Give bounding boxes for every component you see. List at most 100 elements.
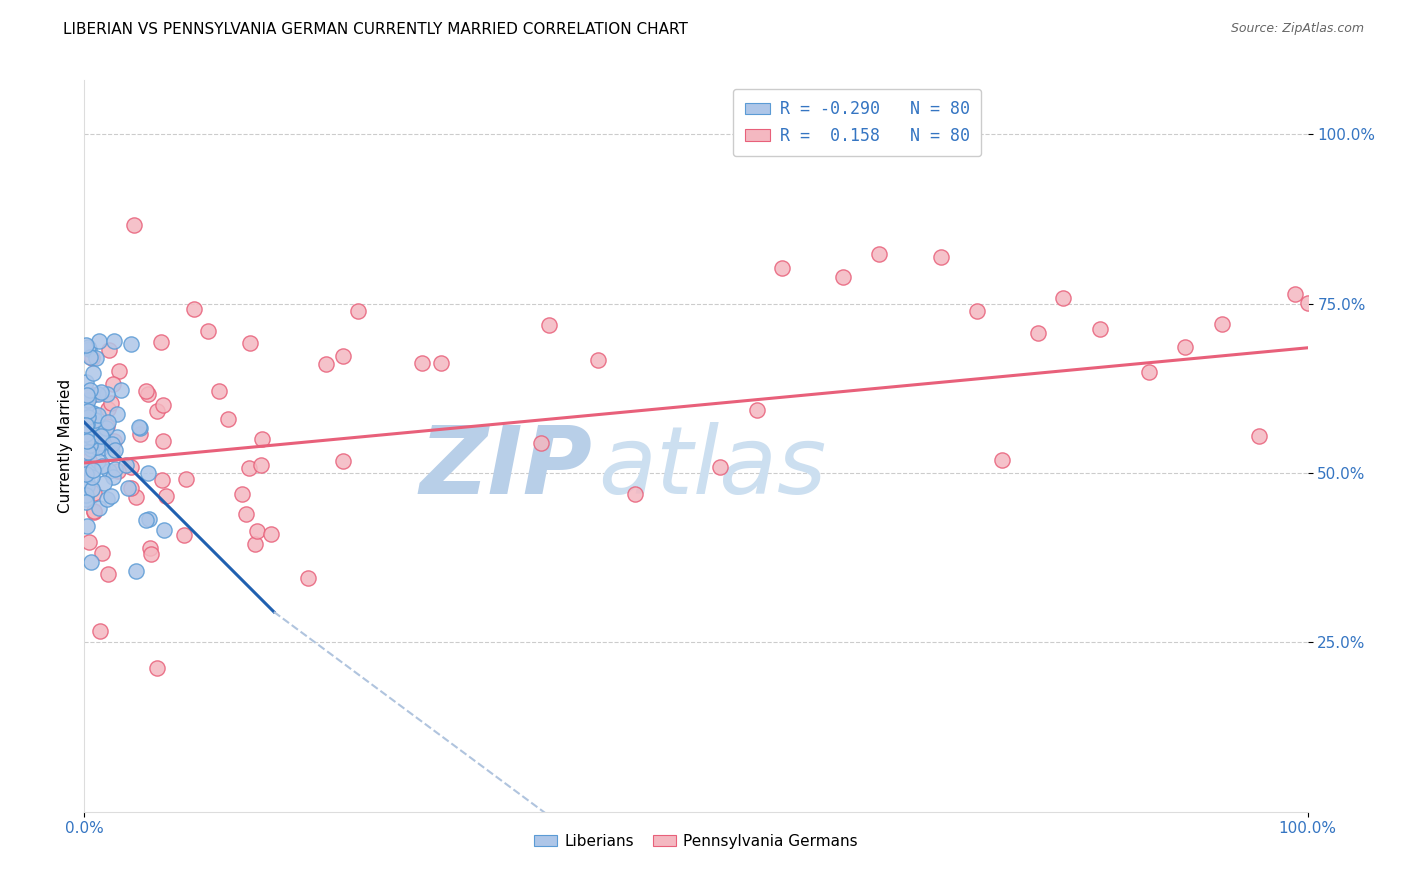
Point [246,524,269,538]
Point [149,335,172,350]
Point [75,398,97,412]
Point [135,513,157,527]
Point [108,364,131,378]
Point [75,426,97,441]
Point [83,485,105,500]
Point [217,411,239,425]
Point [136,387,159,401]
Point [84,351,107,366]
Point [86,454,108,468]
Point [100,446,122,460]
Point [76,388,98,402]
Point [77,339,100,353]
Legend: Liberians, Pennsylvania Germans: Liberians, Pennsylvania Germans [529,828,863,855]
Point [297,571,319,585]
Point [709,460,731,475]
Point [122,218,145,232]
Point [110,383,132,397]
Point [76,519,98,533]
Point [869,247,891,261]
Point [80,433,103,447]
Point [1247,429,1270,443]
Point [101,377,124,392]
Text: Source: ZipAtlas.com: Source: ZipAtlas.com [1230,22,1364,36]
Point [97,343,120,357]
Point [89,624,111,639]
Point [332,350,354,364]
Point [146,661,169,675]
Point [146,403,169,417]
Point [120,336,142,351]
Point [100,489,122,503]
Point [103,434,125,449]
Point [82,351,104,366]
Point [347,304,370,318]
Point [966,303,988,318]
Point [76,475,98,489]
Point [128,420,150,434]
Point [128,421,150,435]
Point [770,260,793,275]
Point [96,418,118,433]
Point [76,417,98,432]
Point [1088,321,1111,335]
Point [315,357,337,371]
Point [93,475,115,490]
Point [96,491,118,506]
Text: LIBERIAN VS PENNSYLVANIA GERMAN CURRENTLY MARRIED CORRELATION CHART: LIBERIAN VS PENNSYLVANIA GERMAN CURRENTL… [63,22,688,37]
Point [96,387,118,401]
Point [79,438,101,452]
Point [77,404,100,418]
Point [152,398,174,412]
Point [1211,318,1233,332]
Point [125,491,148,505]
Point [135,384,157,399]
Point [76,465,98,479]
Point [250,432,273,446]
Point [138,466,160,480]
Point [245,537,267,551]
Text: ZIP: ZIP [419,422,592,514]
Point [90,442,112,456]
Point [831,270,853,285]
Point [239,335,262,350]
Point [103,334,125,348]
Point [97,401,120,416]
Point [87,334,110,348]
Point [152,434,174,448]
Point [75,418,97,433]
Point [84,412,107,426]
Point [105,408,128,422]
Point [332,454,354,468]
Point [75,488,97,502]
Point [79,437,101,451]
Point [90,428,112,442]
Point [208,384,231,398]
Point [538,318,561,332]
Point [260,526,283,541]
Point [90,385,112,400]
Point [101,469,124,483]
Point [97,464,120,478]
Point [77,534,100,549]
Point [1028,326,1050,340]
Point [87,500,110,515]
Point [624,487,647,501]
Point [1174,340,1197,354]
Point [82,469,104,483]
Point [138,512,160,526]
Point [430,356,453,370]
Point [197,324,219,338]
Point [75,400,97,414]
Point [586,353,609,368]
Point [105,429,128,443]
Point [90,429,112,443]
Point [120,460,142,475]
Point [125,564,148,578]
Point [76,402,98,417]
Point [76,392,98,407]
Point [104,462,127,476]
Point [100,396,122,410]
Point [77,445,100,459]
Text: atlas: atlas [598,423,827,514]
